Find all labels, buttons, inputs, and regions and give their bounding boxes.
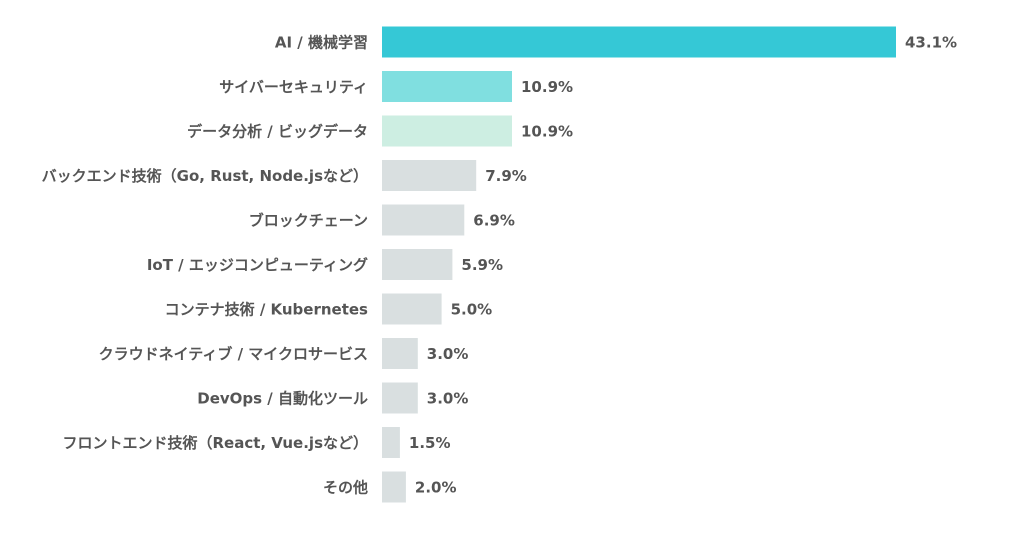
value-label-6: 5.0% (451, 301, 493, 319)
category-label-10: その他 (323, 479, 368, 497)
value-label-8: 3.0% (427, 390, 469, 408)
value-label-9: 1.5% (409, 434, 451, 452)
bar-3 (382, 160, 477, 191)
category-label-7: クラウドネイティブ / マイクロサービス (99, 345, 368, 363)
value-label-2: 10.9% (521, 123, 573, 141)
value-label-5: 5.9% (461, 256, 503, 274)
bar-8 (382, 382, 418, 414)
bar-7 (382, 338, 418, 369)
category-label-5: IoT / エッジコンピューティング (147, 256, 368, 274)
category-label-8: DevOps / 自動化ツール (197, 390, 368, 408)
category-label-3: バックエンド技術（Go, Rust, Node.jsなど） (42, 167, 368, 185)
category-label-1: サイバーセキュリティ (219, 78, 368, 96)
bar-10 (382, 471, 406, 503)
bar-1 (382, 71, 512, 102)
value-label-10: 2.0% (415, 479, 457, 497)
bar-9 (382, 427, 400, 458)
value-label-3: 7.9% (485, 167, 527, 185)
category-label-0: AI / 機械学習 (275, 34, 368, 52)
bar-4 (382, 204, 465, 236)
bars-group (382, 26, 896, 503)
category-label-6: コンテナ技術 / Kubernetes (165, 301, 368, 319)
category-label-4: ブロックチェーン (249, 212, 368, 230)
category-label-2: データ分析 / ビッグデータ (187, 123, 368, 141)
value-label-7: 3.0% (427, 345, 469, 363)
bar-2 (382, 115, 512, 147)
value-label-4: 6.9% (473, 212, 515, 230)
bar-0 (382, 26, 896, 58)
category-label-9: フロントエンド技術（React, Vue.jsなど） (62, 434, 368, 452)
bar-5 (382, 249, 453, 280)
value-labels-group: 43.1% 10.9% 10.9% 7.9% 6.9% 5.9% 5.0% 3.0% 3.0% 1… (409, 34, 957, 497)
bar-6 (382, 293, 442, 325)
value-label-1: 10.9% (521, 78, 573, 96)
value-label-0: 43.1% (905, 34, 957, 52)
